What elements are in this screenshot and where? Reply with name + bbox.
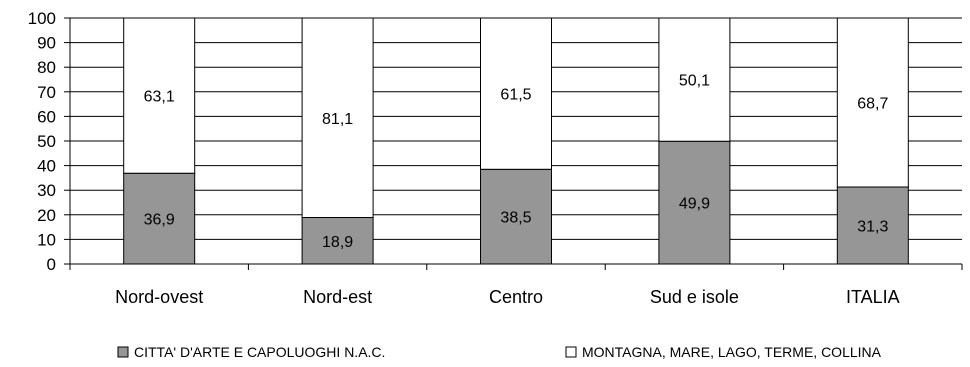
bar-segment <box>480 168 552 265</box>
data-label: 68,7 <box>857 96 888 113</box>
data-label: 81,1 <box>322 111 353 128</box>
x-tick-label: ITALIA <box>846 287 900 307</box>
data-label: 63,1 <box>144 89 175 106</box>
data-label: 49,9 <box>679 196 710 213</box>
y-tick-label: 40 <box>37 157 56 176</box>
bar-segment <box>480 17 552 170</box>
x-tick-label: Nord-est <box>303 287 372 307</box>
bar-segment <box>123 17 196 174</box>
y-tick-label: 0 <box>47 255 56 274</box>
x-tick-label: Centro <box>489 287 543 307</box>
data-label: 31,3 <box>857 219 888 236</box>
y-tick-label: 30 <box>37 181 56 200</box>
legend-label: CITTA' D'ARTE E CAPOLUOGHI N.A.C. <box>134 344 385 360</box>
legend: CITTA' D'ARTE E CAPOLUOGHI N.A.C. MONTAGN… <box>117 344 882 360</box>
y-tick-label: 70 <box>37 83 56 102</box>
bar-segment <box>836 186 909 265</box>
x-tick-label: Nord-ovest <box>115 287 203 307</box>
legend-swatch <box>565 346 577 358</box>
data-label: 36,9 <box>144 212 175 229</box>
bar-segment <box>658 140 731 265</box>
bar-segment <box>836 17 909 188</box>
data-label: 61,5 <box>500 87 531 104</box>
y-tick-label: 50 <box>37 132 56 151</box>
y-axis-ticks: 0 10 20 30 40 50 60 70 80 90 100 <box>28 9 70 274</box>
legend-label: MONTAGNA, MARE, LAGO, TERME, COLLINA <box>582 344 882 360</box>
bar-segment <box>658 17 731 142</box>
legend-swatch <box>117 346 129 358</box>
y-tick-label: 60 <box>37 107 56 126</box>
data-label: 38,5 <box>500 210 531 227</box>
y-tick-label: 20 <box>37 206 56 225</box>
y-tick-label: 100 <box>28 9 56 28</box>
x-tick-label: Sud e isole <box>650 287 739 307</box>
data-label: 50,1 <box>679 73 710 90</box>
bar-segment <box>301 17 374 219</box>
y-tick-label: 80 <box>37 58 56 77</box>
y-tick-label: 10 <box>37 230 56 249</box>
data-label: 18,9 <box>322 234 353 251</box>
bars: 36,9 63,1 18,9 81,1 38,5 61,5 49,9 50,1 31,3 68,7 <box>123 17 909 265</box>
x-axis-ticks: Nord-ovest Nord-est Centro Sud e isole ITALI… <box>69 264 963 307</box>
axes <box>69 18 962 265</box>
y-tick-label: 90 <box>37 34 56 53</box>
